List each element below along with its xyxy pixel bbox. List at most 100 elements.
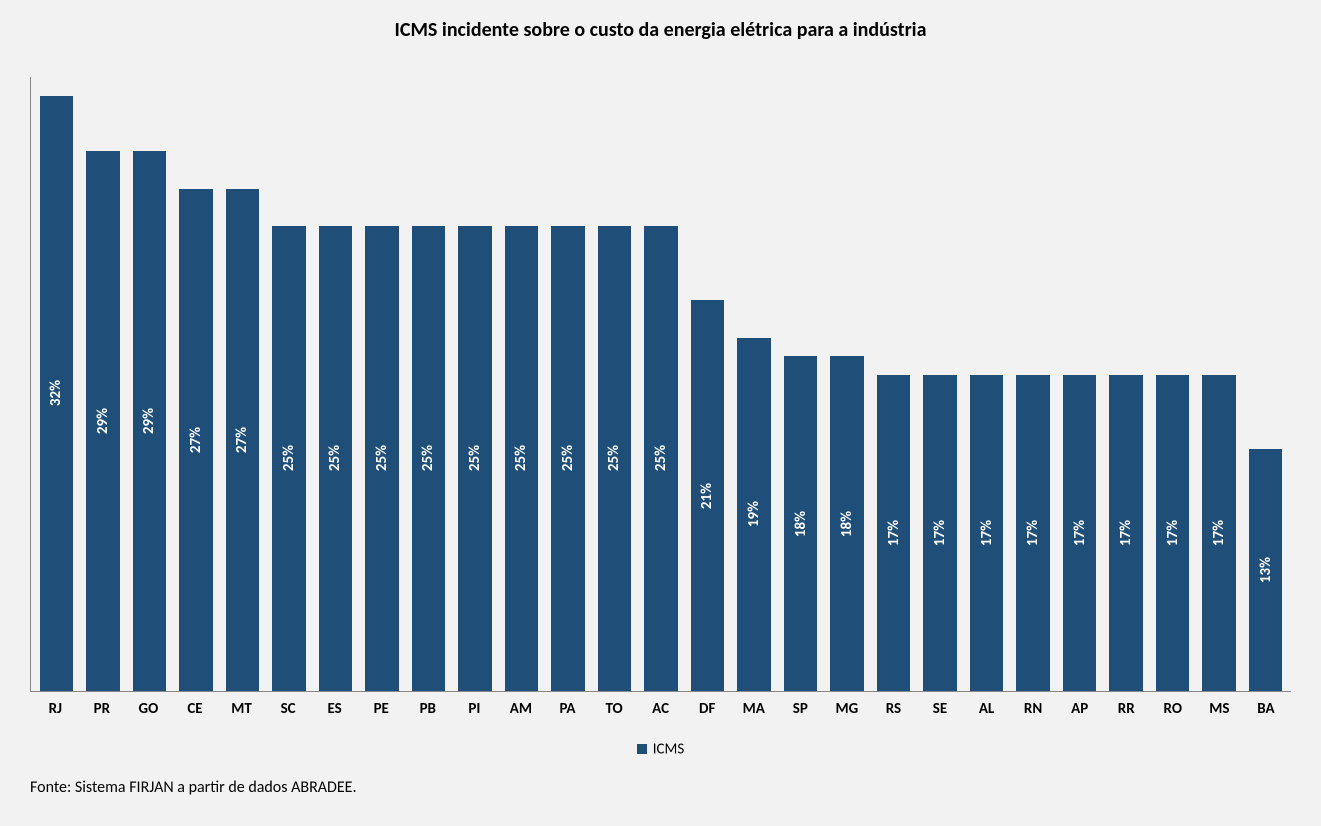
bar-slot: 17% (1149, 77, 1196, 691)
x-axis-label: PB (405, 700, 452, 718)
bar-value-label: 29% (94, 408, 112, 434)
x-axis-label: CE (172, 700, 219, 718)
bar-slot: 17% (1196, 77, 1243, 691)
bar: 27% (226, 189, 259, 691)
bar: 13% (1249, 449, 1282, 691)
x-axis-label: GO (125, 700, 172, 718)
bar-value-label: 25% (652, 445, 670, 471)
bar-value-label: 19% (745, 501, 763, 527)
bar: 29% (133, 151, 166, 691)
bar: 17% (1156, 375, 1189, 691)
x-axis-label: SC (265, 700, 312, 718)
bar-slot: 17% (1103, 77, 1150, 691)
bar: 25% (505, 226, 538, 691)
bar: 17% (1202, 375, 1235, 691)
bar: 17% (1016, 375, 1049, 691)
bar-slot: 25% (452, 77, 499, 691)
bar: 17% (1063, 375, 1096, 691)
bar-slot: 25% (359, 77, 406, 691)
bar-value-label: 17% (1164, 520, 1182, 546)
bar: 25% (412, 226, 445, 691)
bar: 25% (319, 226, 352, 691)
x-axis-label: MG (824, 700, 871, 718)
x-axis-label: PE (358, 700, 405, 718)
bar-value-label: 17% (931, 520, 949, 546)
x-axis-label: DF (684, 700, 731, 718)
x-axis-label: SP (777, 700, 824, 718)
bar: 25% (598, 226, 631, 691)
bar: 18% (830, 356, 863, 691)
bar-slot: 17% (917, 77, 964, 691)
bar-value-label: 21% (698, 483, 716, 509)
x-axis-label: SE (917, 700, 964, 718)
legend: ICMS (30, 740, 1291, 758)
bar-slot: 18% (777, 77, 824, 691)
source-note: Fonte: Sistema FIRJAN a partir de dados … (30, 778, 1291, 797)
plot-area: 32% 29% 29% 27% 27% 25% 25% 25% 25% 25% 25% 25% 25% 2… (30, 77, 1291, 692)
legend-swatch (637, 744, 647, 754)
bar-value-label: 17% (978, 520, 996, 546)
x-axis-label: RN (1010, 700, 1057, 718)
bar: 17% (970, 375, 1003, 691)
x-axis-label: MS (1196, 700, 1243, 718)
x-axis-label: AP (1056, 700, 1103, 718)
bar: 18% (784, 356, 817, 691)
bar-slot: 21% (684, 77, 731, 691)
bar-value-label: 25% (373, 445, 391, 471)
bar: 17% (1109, 375, 1142, 691)
x-axis-label: RO (1150, 700, 1197, 718)
bar-value-label: 25% (559, 445, 577, 471)
bar-slot: 25% (498, 77, 545, 691)
bar-slot: 27% (173, 77, 220, 691)
x-axis-label: AL (963, 700, 1010, 718)
bar-value-label: 25% (419, 445, 437, 471)
bar-slot: 13% (1242, 77, 1289, 691)
bar-slot: 17% (870, 77, 917, 691)
x-axis-label: AM (498, 700, 545, 718)
x-axis-label: RR (1103, 700, 1150, 718)
bar: 19% (737, 338, 770, 692)
x-axis-label: RJ (32, 700, 79, 718)
x-axis-label: PA (544, 700, 591, 718)
bar-slot: 17% (963, 77, 1010, 691)
x-axis-label: MT (218, 700, 265, 718)
x-axis-label: RS (870, 700, 917, 718)
bar: 25% (458, 226, 491, 691)
bar-slot: 18% (824, 77, 871, 691)
x-axis-label: TO (591, 700, 638, 718)
bar-value-label: 25% (512, 445, 530, 471)
x-axis-label: PR (79, 700, 126, 718)
bar-slot: 27% (219, 77, 266, 691)
x-axis-label: MA (730, 700, 777, 718)
bar-slot: 29% (80, 77, 127, 691)
bar-value-label: 32% (47, 380, 65, 406)
bar: 29% (86, 151, 119, 691)
x-axis-label: ES (311, 700, 358, 718)
bar-value-label: 25% (326, 445, 344, 471)
chart-container: ICMS incidente sobre o custo da energia … (0, 0, 1321, 826)
bar-slot: 29% (126, 77, 173, 691)
bar-value-label: 27% (187, 427, 205, 453)
bar-value-label: 17% (1117, 520, 1135, 546)
x-axis-label: BA (1243, 700, 1290, 718)
bar-value-label: 17% (885, 520, 903, 546)
bar-value-label: 27% (233, 427, 251, 453)
bar-value-label: 18% (838, 510, 856, 536)
bar-value-label: 18% (792, 510, 810, 536)
bar: 25% (272, 226, 305, 691)
bar: 21% (691, 300, 724, 691)
bar-slot: 25% (591, 77, 638, 691)
bar: 27% (179, 189, 212, 691)
bar: 25% (551, 226, 584, 691)
bar-value-label: 25% (280, 445, 298, 471)
bar-slot: 19% (731, 77, 778, 691)
bar-value-label: 17% (1210, 520, 1228, 546)
bar-slot: 32% (33, 77, 80, 691)
x-axis: RJPRGOCEMTSCESPEPBPIAMPATOACDFMASPMGRSSE… (30, 692, 1291, 718)
bar: 25% (365, 226, 398, 691)
bar-slot: 17% (1056, 77, 1103, 691)
bar: 25% (644, 226, 677, 691)
bar-slot: 25% (638, 77, 685, 691)
bar: 17% (923, 375, 956, 691)
x-axis-label: AC (637, 700, 684, 718)
